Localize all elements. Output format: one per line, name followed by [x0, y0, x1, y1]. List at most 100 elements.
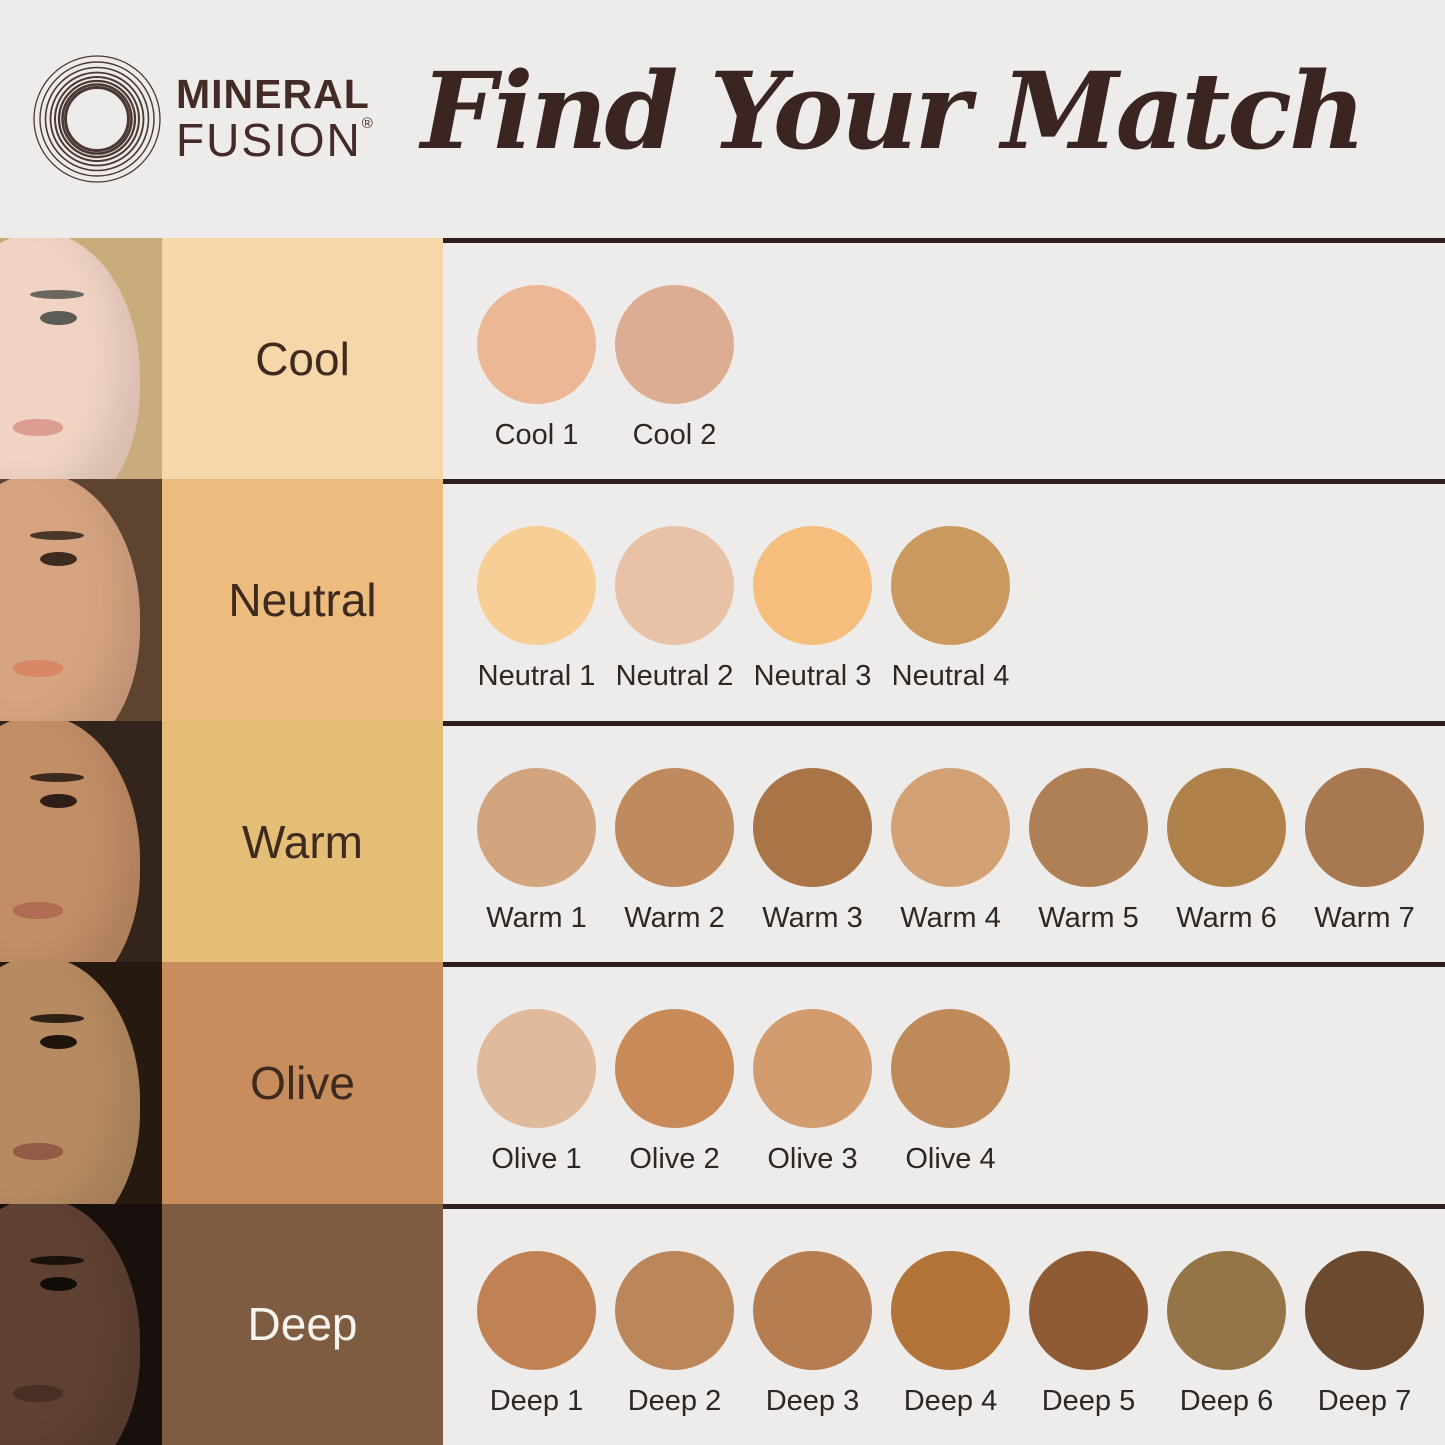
shade-dot [477, 767, 596, 887]
category-label-warm: Warm [162, 720, 443, 963]
shade-dot [615, 285, 734, 404]
shade-rows: Cool Cool 1 Cool 2 [0, 238, 1445, 1445]
swatch-deep-6: Deep 6 [1167, 1250, 1286, 1418]
shade-dot [1167, 1250, 1286, 1370]
swatch-strip-deep: Deep 1 Deep 2 Deep 3 Deep 4 Deep 5 [443, 1203, 1445, 1445]
registered-trademark: ® [361, 114, 373, 132]
shade-dot [615, 1250, 734, 1370]
swatch-olive-3: Olive 3 [753, 1009, 872, 1176]
category-label-deep: Deep [162, 1203, 443, 1445]
shade-dot [477, 1250, 596, 1370]
shade-name: Warm 5 [1038, 901, 1139, 934]
lips-shape [13, 660, 63, 678]
shade-name: Neutral 4 [891, 660, 1010, 693]
shade-name: Deep 7 [1317, 1384, 1412, 1417]
shade-name: Deep 3 [765, 1384, 860, 1417]
page-title: Find Your Match [420, 47, 1366, 173]
swatch-warm-3: Warm 3 [753, 767, 872, 935]
swatch-olive-4: Olive 4 [891, 1009, 1010, 1176]
swatch-strip-olive: Olive 1 Olive 2 Olive 3 Olive 4 [443, 962, 1445, 1203]
swatch-strip-cool: Cool 1 Cool 2 [443, 238, 1445, 479]
shade-dot [477, 526, 596, 646]
swatch-deep-3: Deep 3 [753, 1250, 872, 1418]
shade-name: Deep 5 [1041, 1384, 1136, 1417]
concentric-rings-icon [33, 55, 161, 183]
shade-dot [615, 767, 734, 887]
lips-shape [13, 1384, 63, 1402]
swatch-deep-7: Deep 7 [1305, 1250, 1424, 1418]
eye-shape [40, 793, 77, 808]
shade-dot [891, 1009, 1010, 1129]
swatch-warm-4: Warm 4 [891, 767, 1010, 935]
swatch-warm-6: Warm 6 [1167, 767, 1286, 935]
shade-dot [615, 526, 734, 646]
swatch-deep-5: Deep 5 [1029, 1250, 1148, 1418]
shade-dot [1167, 767, 1286, 887]
swatch-cool-2: Cool 2 [615, 285, 734, 452]
swatch-strip-neutral: Neutral 1 Neutral 2 Neutral 3 Neutral 4 [443, 479, 1445, 720]
brand-line2: FUSION® [176, 113, 373, 166]
lips-shape [13, 1143, 63, 1161]
shade-name: Deep 4 [903, 1384, 998, 1417]
shade-dot [1029, 1250, 1148, 1370]
row-olive: Olive Olive 1 Olive 2 Olive 3 [0, 962, 1445, 1204]
category-label-text: Olive [250, 1056, 355, 1109]
shade-dot [753, 1250, 872, 1370]
category-label-text: Cool [255, 332, 350, 385]
swatch-warm-7: Warm 7 [1305, 767, 1424, 935]
swatch-olive-1: Olive 1 [477, 1009, 596, 1176]
shade-name: Deep 2 [627, 1384, 722, 1417]
divider-line [443, 1203, 1445, 1209]
eyebrow-shape [30, 1014, 84, 1024]
swatch-olive-2: Olive 2 [615, 1009, 734, 1176]
eye-shape [40, 552, 77, 567]
eyebrow-shape [30, 772, 84, 782]
row-cool: Cool Cool 1 Cool 2 [0, 238, 1445, 480]
swatch-neutral-2: Neutral 2 [615, 526, 734, 693]
swatch-warm-5: Warm 5 [1029, 767, 1148, 935]
shade-name: Warm 1 [486, 901, 587, 934]
eyebrow-shape [30, 290, 84, 299]
row-warm: Warm Warm 1 Warm 2 Warm 3 Warm [0, 720, 1445, 963]
shade-name: Cool 1 [494, 419, 579, 451]
divider-line [443, 238, 1445, 243]
shade-name: Olive 4 [905, 1143, 996, 1176]
shade-dot [1305, 767, 1424, 887]
face-photo-neutral [0, 479, 162, 721]
face-photo-warm [0, 720, 162, 963]
shade-dot [477, 285, 596, 404]
eye-shape [40, 311, 77, 325]
swatch-cool-1: Cool 1 [477, 285, 596, 452]
swatch-warm-1: Warm 1 [477, 767, 596, 935]
category-label-text: Deep [247, 1298, 358, 1351]
shade-dot [753, 1009, 872, 1129]
shade-dot [753, 526, 872, 646]
shade-name: Warm 6 [1176, 901, 1277, 934]
shade-dot [1029, 767, 1148, 887]
shade-dot [891, 526, 1010, 646]
shade-name: Neutral 2 [615, 660, 734, 693]
shade-name: Olive 1 [491, 1143, 582, 1176]
shade-name: Warm 7 [1314, 901, 1415, 934]
shade-name: Cool 2 [632, 419, 717, 451]
swatch-strip-warm: Warm 1 Warm 2 Warm 3 Warm 4 Warm 5 [443, 720, 1445, 962]
shade-name: Warm 4 [900, 901, 1001, 934]
face-photo-olive [0, 962, 162, 1204]
swatch-deep-4: Deep 4 [891, 1250, 1010, 1418]
eye-shape [40, 1276, 77, 1291]
category-label-text: Neutral [228, 574, 377, 627]
divider-line [443, 720, 1445, 726]
brand-logo: MINERAL FUSION® [30, 52, 373, 186]
divider-line [443, 962, 1445, 968]
shade-dot [615, 1009, 734, 1129]
row-neutral: Neutral Neutral 1 Neutral 2 Neutral 3 [0, 479, 1445, 721]
divider-line [443, 479, 1445, 485]
swatch-neutral-4: Neutral 4 [891, 526, 1010, 693]
shade-name: Warm 3 [762, 901, 863, 934]
eye-shape [40, 1035, 77, 1050]
shade-dot [477, 1009, 596, 1129]
swatch-warm-2: Warm 2 [615, 767, 734, 935]
category-label-text: Warm [242, 815, 363, 868]
shade-name: Warm 2 [624, 901, 725, 934]
